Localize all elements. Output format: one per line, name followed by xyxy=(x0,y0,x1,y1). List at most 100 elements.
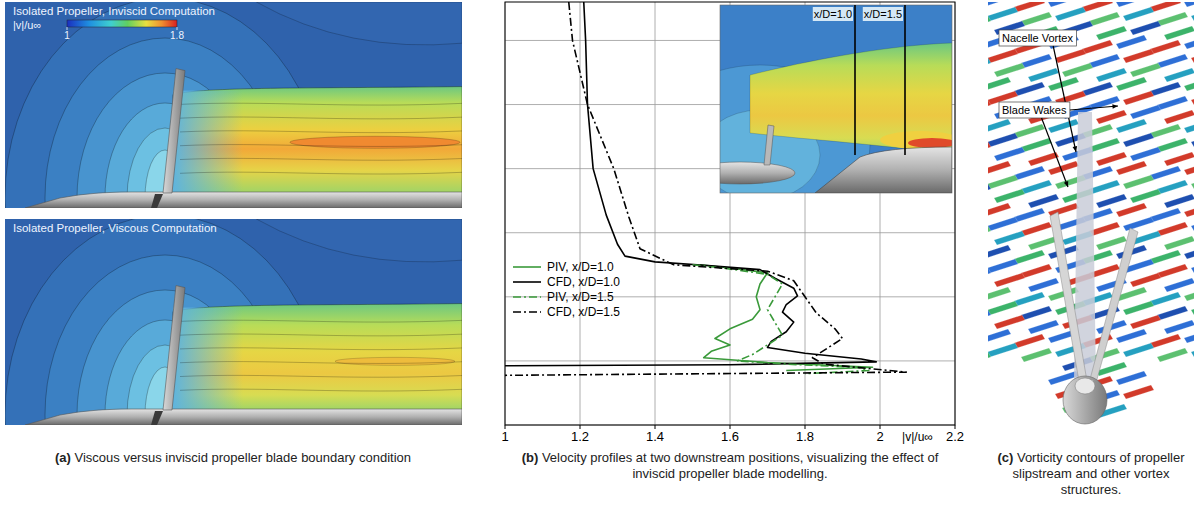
vorticity-field xyxy=(988,2,1194,425)
vortex-sheet xyxy=(1096,152,1127,166)
vortex-sheet xyxy=(988,226,991,240)
vortex-sheet xyxy=(1116,329,1147,343)
vortex-sheet xyxy=(1184,203,1194,217)
vortex-sheet xyxy=(1157,54,1188,68)
caption-label: (a) xyxy=(55,450,71,465)
vortex-sheet xyxy=(1014,166,1045,180)
vortex-sheet xyxy=(1191,49,1194,63)
contour-line xyxy=(180,334,462,336)
vortex-sheet xyxy=(988,343,1018,357)
vortex-sheet xyxy=(1123,7,1154,21)
vortex-sheet xyxy=(1130,21,1161,35)
vortex-sheet xyxy=(1130,147,1161,161)
vortex-sheet xyxy=(988,301,1018,315)
vortex-sheet xyxy=(1055,7,1086,21)
vortex-sheet xyxy=(1150,124,1181,138)
vortex-sheet xyxy=(1157,222,1188,236)
vortex-sheet xyxy=(1048,119,1079,133)
vortex-sheet xyxy=(1157,12,1188,26)
vortex-sheet xyxy=(1191,217,1194,231)
arrow-head xyxy=(1073,146,1078,152)
arrow-head xyxy=(1064,181,1068,187)
slipstream-fade xyxy=(173,308,243,411)
inset-frame xyxy=(720,5,952,193)
vortex-sheet xyxy=(988,16,991,30)
propeller-blade xyxy=(1088,228,1138,390)
vortex-sheet xyxy=(1021,306,1052,320)
vortex-sheet xyxy=(1150,292,1181,306)
profile-line xyxy=(693,265,869,374)
vortex-sheet xyxy=(1048,161,1079,175)
vortex-sheet xyxy=(988,268,991,282)
vortex-sheet xyxy=(1116,77,1147,91)
vortex-sheet xyxy=(1116,161,1147,175)
caption-text: Velocity profiles at two downstream posi… xyxy=(538,450,938,465)
legend: PIV, x/D=1.0CFD, x/D=1.0PIV, x/D=1.5CFD,… xyxy=(513,260,620,319)
vortex-sheet xyxy=(1164,26,1194,40)
vortex-sheet xyxy=(1021,180,1052,194)
arrow-line xyxy=(1042,118,1068,187)
propeller-blade-root xyxy=(151,411,163,425)
inset-image: x/D=1.0 x/D=1.5 xyxy=(650,5,960,225)
profile-line xyxy=(505,2,876,366)
vortex-sheet xyxy=(1028,320,1059,334)
callout-label: Nacelle Vortex xyxy=(1002,32,1073,44)
vortex-sheet xyxy=(1028,152,1059,166)
nacelle xyxy=(25,192,462,208)
legend-swatch xyxy=(513,311,541,313)
vortex-sheet xyxy=(1184,77,1194,91)
station-label: x/D=1.0 xyxy=(814,8,852,20)
vortex-sheet xyxy=(1164,236,1194,250)
plot-background xyxy=(505,2,955,425)
caption-label: (c) xyxy=(997,450,1013,465)
caption-text: structures. xyxy=(1061,482,1122,497)
contour-line xyxy=(180,375,462,377)
inset-field xyxy=(720,5,952,193)
vortex-sheet xyxy=(1164,278,1194,292)
vortex-sheet xyxy=(988,161,1011,175)
vortex-sheet xyxy=(1150,2,1181,12)
vortex-sheet xyxy=(994,147,1025,161)
contour-line xyxy=(180,158,462,160)
vortex-sheet xyxy=(1089,180,1120,194)
contour-line xyxy=(180,348,462,350)
station-line xyxy=(854,5,856,155)
legend-label: PIV, x/D=1.5 xyxy=(547,290,614,304)
legend-label: CFD, x/D=1.5 xyxy=(547,305,620,319)
contour-line xyxy=(180,145,462,147)
vortex-sheet xyxy=(1096,110,1127,124)
vortex-sheet xyxy=(1164,68,1194,82)
image-title: Isolated Propeller, Inviscid Computation xyxy=(13,5,215,17)
vortex-sheet xyxy=(1021,348,1052,362)
caption-line: (a) Viscous versus inviscid propeller bl… xyxy=(55,450,411,465)
vortex-sheet xyxy=(1184,35,1194,49)
contour-core xyxy=(880,131,952,149)
nacelle xyxy=(25,409,462,425)
grid-line xyxy=(505,232,955,233)
grid-line xyxy=(505,360,955,361)
slipstream xyxy=(173,304,462,411)
contour-field xyxy=(5,2,462,208)
vortex-sheet xyxy=(1014,208,1045,222)
vortex-sheet xyxy=(1191,175,1194,189)
vortex-sheet xyxy=(1150,40,1181,54)
vortex-sheet xyxy=(1157,306,1188,320)
vortex-sheet xyxy=(1096,68,1127,82)
vortex-sheet xyxy=(988,184,991,198)
plot-frame xyxy=(505,2,955,425)
propeller-blade xyxy=(764,125,774,165)
contour-field xyxy=(5,219,462,425)
vortex-sheet xyxy=(1021,54,1052,68)
vortex-sheet xyxy=(988,175,1018,189)
vortex-sheet xyxy=(988,133,1018,147)
line-chart: x/D=1.0 x/D=1.5 PIV, x/D=1.0CFD, x/D=1.0PI… xyxy=(501,2,964,444)
vortex-sheet xyxy=(1089,54,1120,68)
vortex-sheet xyxy=(1123,91,1154,105)
station-label: x/D=1.5 xyxy=(864,8,902,20)
vortex-sheet xyxy=(1082,82,1113,96)
vortex-sheet xyxy=(1116,2,1147,7)
vortex-sheet xyxy=(1021,222,1052,236)
vortex-sheet xyxy=(1014,82,1045,96)
slipstream-fade xyxy=(173,91,243,194)
vortex-sheet xyxy=(988,77,1011,91)
